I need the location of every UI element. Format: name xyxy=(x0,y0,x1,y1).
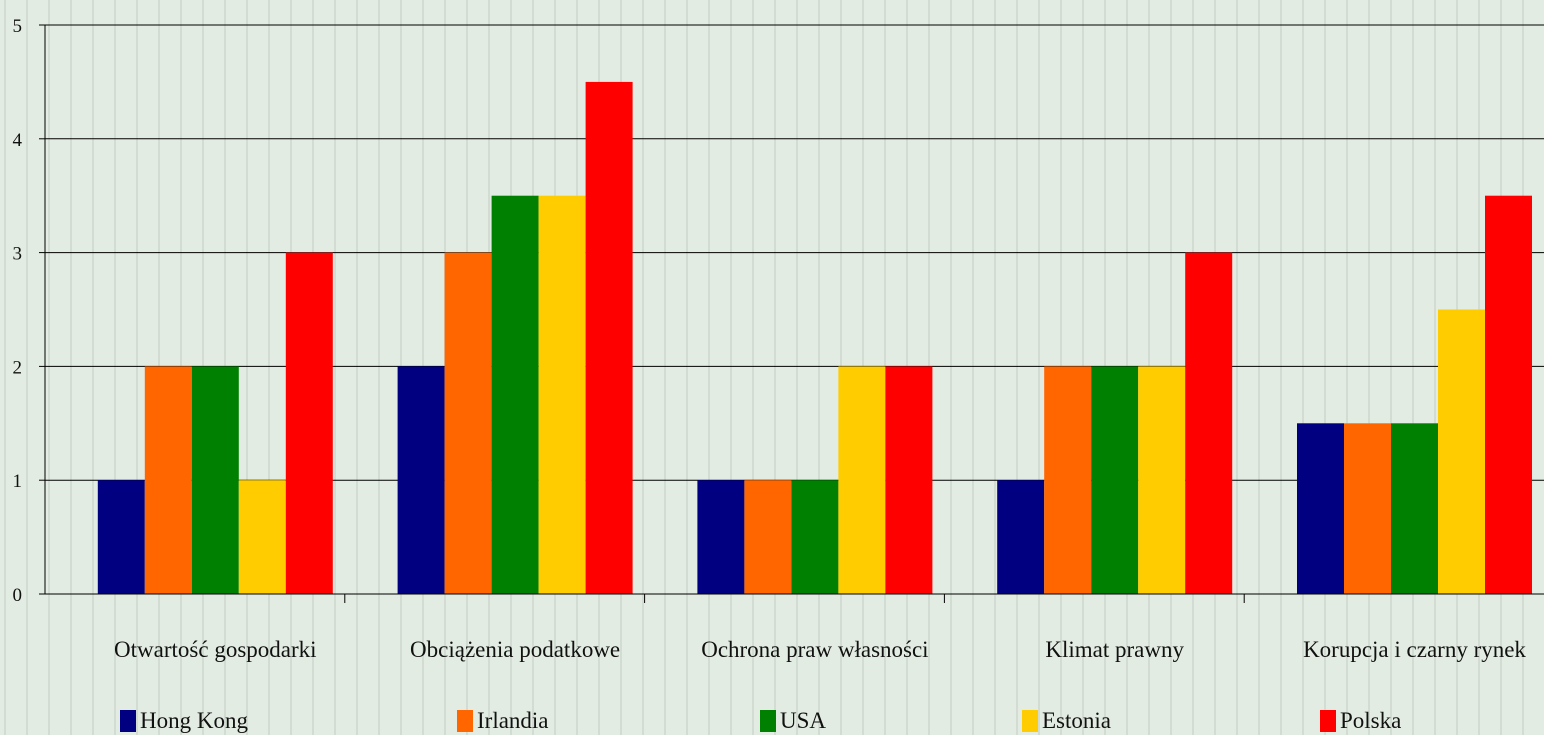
bar xyxy=(1344,423,1391,594)
legend-label: Irlandia xyxy=(477,708,549,733)
y-tick-label: 2 xyxy=(13,357,23,378)
x-axis-labels: Otwartość gospodarki Obciążenia podatkowe… xyxy=(114,637,1526,662)
legend-swatch xyxy=(1022,710,1038,732)
x-category-label: Obciążenia podatkowe xyxy=(410,637,620,662)
bar xyxy=(744,480,792,594)
bar xyxy=(1185,252,1233,594)
bar xyxy=(1297,423,1344,594)
y-tick-label: 1 xyxy=(13,471,23,492)
legend-swatch xyxy=(1320,710,1336,732)
y-axis-ticks: 0 1 2 3 4 5 xyxy=(13,16,45,606)
bars xyxy=(97,81,1532,594)
bar xyxy=(397,366,445,594)
bar xyxy=(1044,366,1092,594)
x-category-label: Otwartość gospodarki xyxy=(114,637,317,662)
bar xyxy=(491,195,539,594)
legend-label: Estonia xyxy=(1042,708,1111,733)
legend-label: Hong Kong xyxy=(140,708,248,733)
bar xyxy=(585,81,633,594)
bar xyxy=(1391,423,1438,594)
y-tick-label: 4 xyxy=(13,130,23,151)
bar xyxy=(444,252,492,594)
legend: Hong Kong Irlandia USA Estonia Polska xyxy=(120,708,1401,733)
bar xyxy=(1438,309,1485,594)
bar xyxy=(1091,366,1139,594)
bar xyxy=(885,366,933,594)
background-pattern xyxy=(4,0,1524,735)
bar xyxy=(238,480,286,594)
bar xyxy=(697,480,745,594)
x-category-label: Korupcja i czarny rynek xyxy=(1303,637,1526,662)
legend-swatch xyxy=(120,710,136,732)
legend-label: Polska xyxy=(1340,708,1401,733)
bar xyxy=(97,480,145,594)
y-tick-label: 0 xyxy=(13,585,23,606)
y-tick-label: 3 xyxy=(13,244,23,265)
legend-label: USA xyxy=(780,708,826,733)
x-category-label: Ochrona praw własności xyxy=(701,637,928,662)
legend-swatch xyxy=(457,710,473,732)
bar xyxy=(1485,195,1532,594)
bar xyxy=(191,366,239,594)
bar xyxy=(1138,366,1186,594)
bar xyxy=(285,252,333,594)
bar xyxy=(538,195,586,594)
bar xyxy=(791,480,839,594)
axes xyxy=(44,25,1544,603)
bar xyxy=(144,366,192,594)
bar xyxy=(838,366,886,594)
x-category-label: Klimat prawny xyxy=(1045,637,1184,662)
legend-swatch xyxy=(760,710,776,732)
bar xyxy=(997,480,1045,594)
y-tick-label: 5 xyxy=(13,16,23,37)
